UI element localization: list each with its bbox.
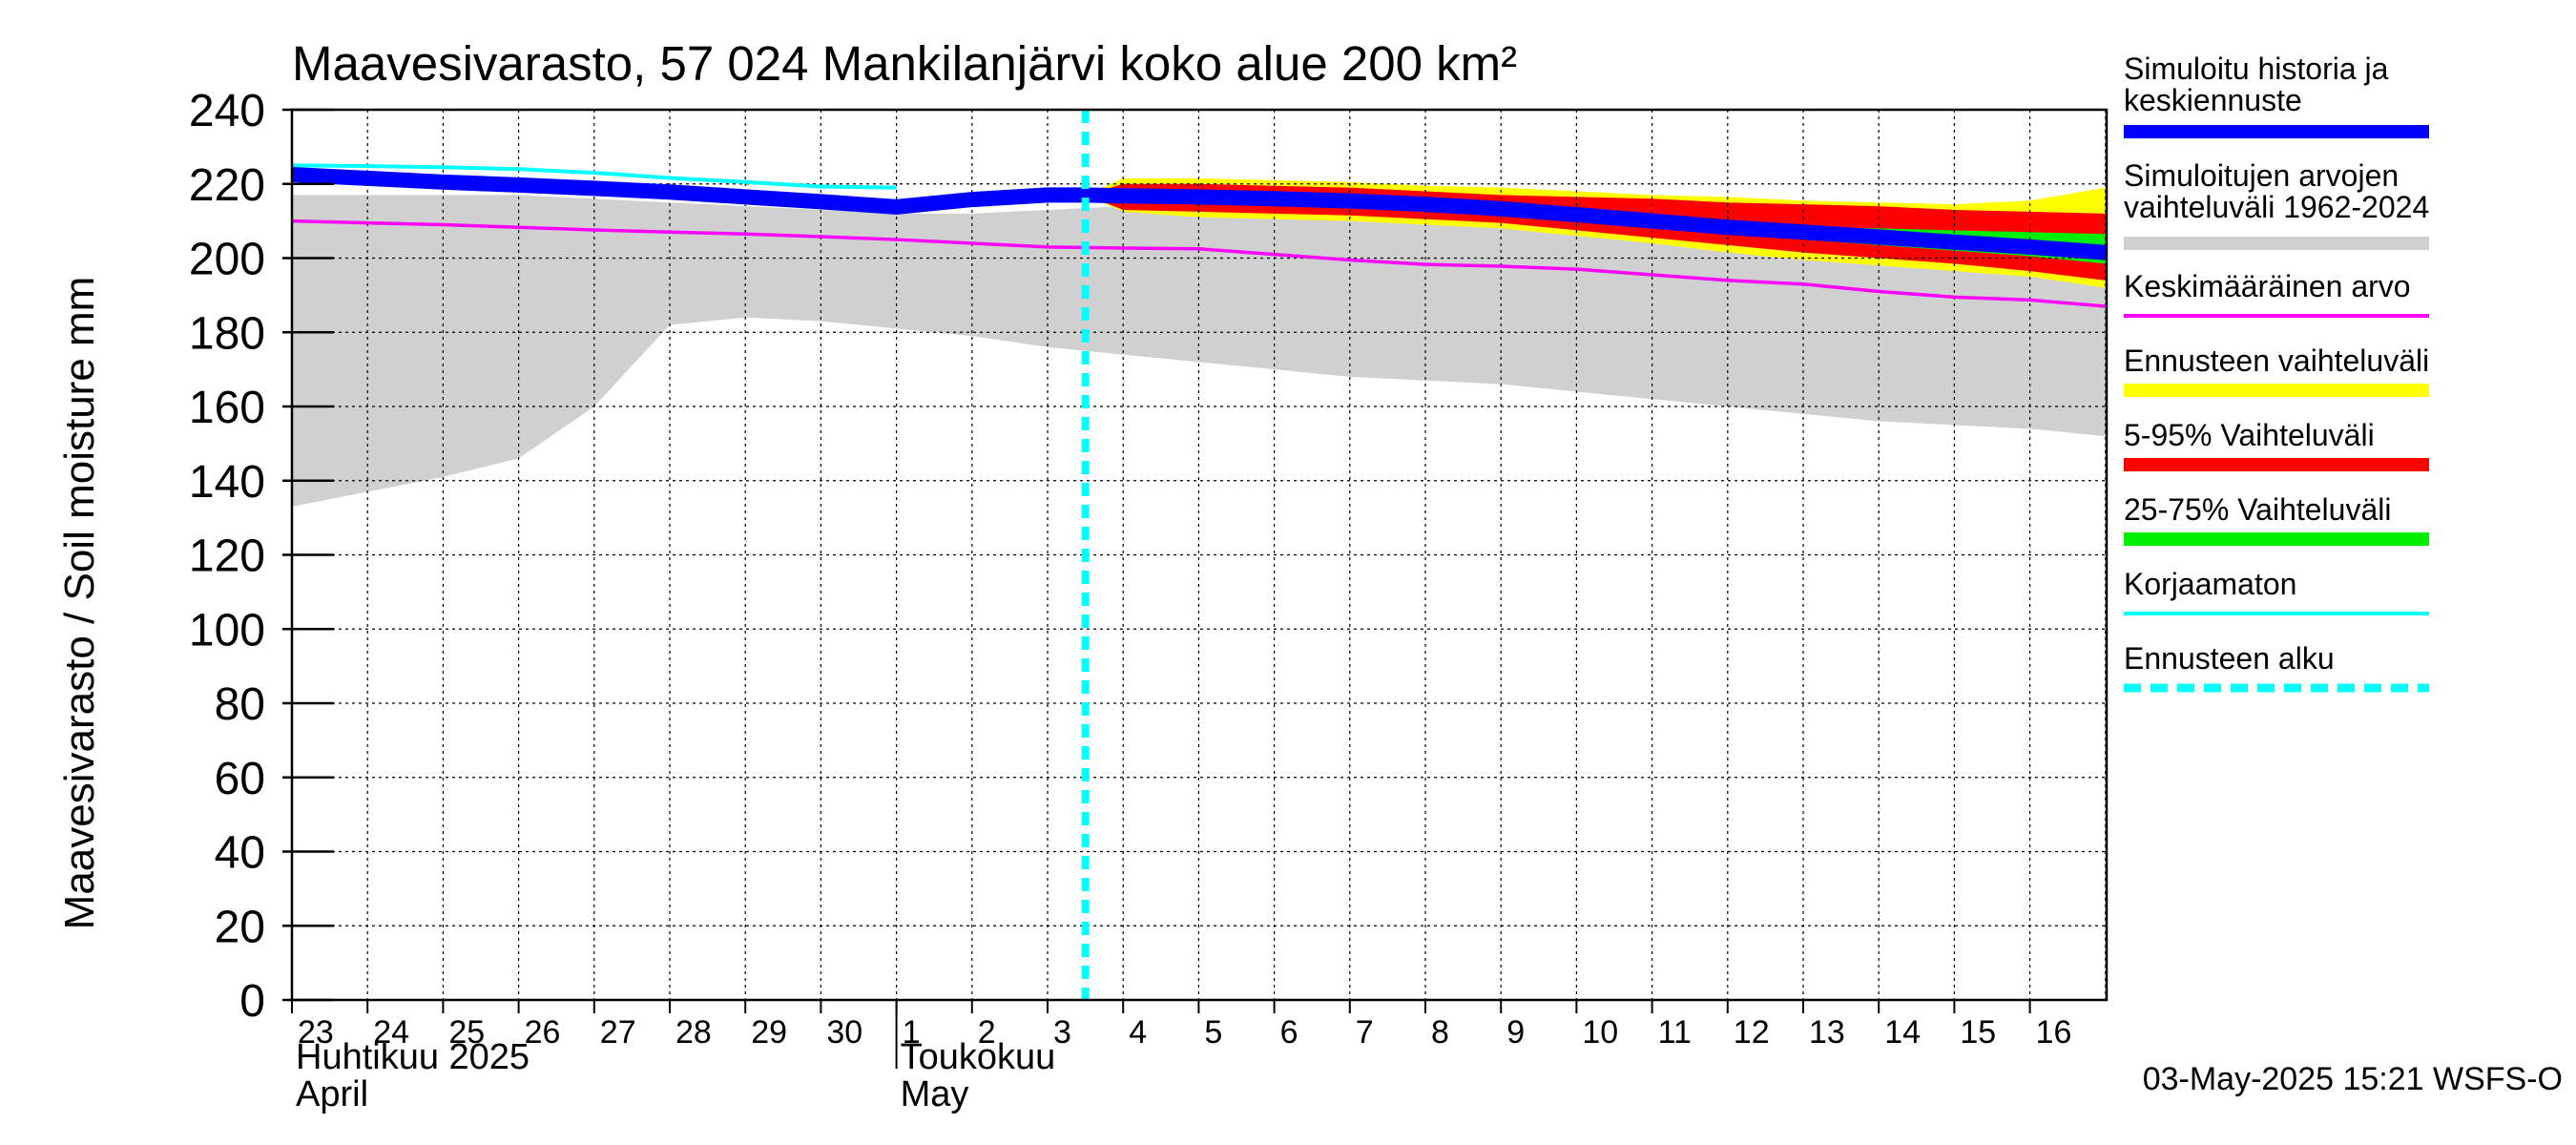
x-tick-label-16: 9 <box>1506 1014 1525 1051</box>
legend-label-3-0: Ennusteen vaihteluväli <box>2124 344 2429 378</box>
x-tick-label-21: 14 <box>1884 1014 1921 1051</box>
x-tick-label-15: 8 <box>1431 1014 1449 1051</box>
x-tick-label-4: 27 <box>600 1014 636 1051</box>
y-tick-label-20: 20 <box>215 902 265 952</box>
x-tick-label-17: 10 <box>1582 1014 1618 1051</box>
month-label-en-1: May <box>901 1074 969 1114</box>
x-tick-label-8: 1 <box>903 1014 921 1051</box>
legend-label-4-0: 5-95% Vaihteluväli <box>2124 418 2375 452</box>
x-tick-label-2: 25 <box>448 1014 485 1051</box>
y-tick-label-0: 0 <box>239 976 265 1027</box>
month-label-en-0: April <box>296 1074 368 1114</box>
x-tick-label-7: 30 <box>826 1014 862 1051</box>
x-tick-label-6: 29 <box>751 1014 787 1051</box>
legend-label-0-0: Simuloitu historia ja <box>2124 52 2389 86</box>
y-tick-label-160: 160 <box>189 383 265 433</box>
x-tick-label-14: 7 <box>1356 1014 1374 1051</box>
y-tick-label-180: 180 <box>189 308 265 359</box>
x-tick-label-0: 23 <box>298 1014 334 1051</box>
legend-label-7-0: Ennusteen alku <box>2124 641 2335 676</box>
legend-label-1-1: vaihteluväli 1962-2024 <box>2124 190 2429 224</box>
x-tick-label-9: 2 <box>978 1014 996 1051</box>
x-tick-label-10: 3 <box>1053 1014 1071 1051</box>
uncorrected-line <box>292 163 897 190</box>
y-tick-label-100: 100 <box>189 605 265 656</box>
month-label-fi-0: Huhtikuu 2025 <box>296 1037 530 1077</box>
legend-label-1-0: Simuloitujen arvojen <box>2124 158 2399 193</box>
month-label-fi-1: Toukokuu <box>901 1037 1056 1077</box>
x-tick-label-1: 24 <box>373 1014 409 1051</box>
legend-label-2-0: Keskimääräinen arvo <box>2124 269 2411 303</box>
y-tick-label-200: 200 <box>189 235 265 285</box>
y-tick-label-240: 240 <box>189 86 265 136</box>
y-tick-label-40: 40 <box>215 828 265 879</box>
x-tick-label-5: 28 <box>675 1014 712 1051</box>
legend-label-5-0: 25-75% Vaihteluväli <box>2124 492 2391 527</box>
x-tick-label-13: 6 <box>1280 1014 1298 1051</box>
y-tick-label-140: 140 <box>189 457 265 508</box>
x-tick-label-22: 15 <box>1960 1014 1996 1051</box>
x-tick-label-23: 16 <box>2036 1014 2072 1051</box>
y-tick-label-220: 220 <box>189 160 265 211</box>
legend-label-6-0: Korjaamaton <box>2124 567 2296 601</box>
x-tick-label-11: 4 <box>1129 1014 1147 1051</box>
x-tick-label-3: 26 <box>525 1014 561 1051</box>
simulated-line <box>292 167 2107 260</box>
chart-title: Maavesivarasto, 57 024 Mankilanjärvi kok… <box>292 36 1517 91</box>
x-tick-label-20: 13 <box>1809 1014 1845 1051</box>
y-tick-label-120: 120 <box>189 531 265 582</box>
y-tick-label-60: 60 <box>215 754 265 804</box>
x-tick-label-19: 12 <box>1734 1014 1770 1051</box>
timestamp: 03-May-2025 15:21 WSFS-O <box>2143 1061 2563 1097</box>
y-axis-label: Maavesivarasto / Soil moisture mm <box>56 277 103 930</box>
y-tick-label-80: 80 <box>215 679 265 730</box>
x-tick-label-12: 5 <box>1204 1014 1222 1051</box>
x-tick-label-18: 11 <box>1658 1014 1692 1051</box>
mean-line <box>292 219 2106 308</box>
legend-label-0-1: keskiennuste <box>2124 83 2302 117</box>
